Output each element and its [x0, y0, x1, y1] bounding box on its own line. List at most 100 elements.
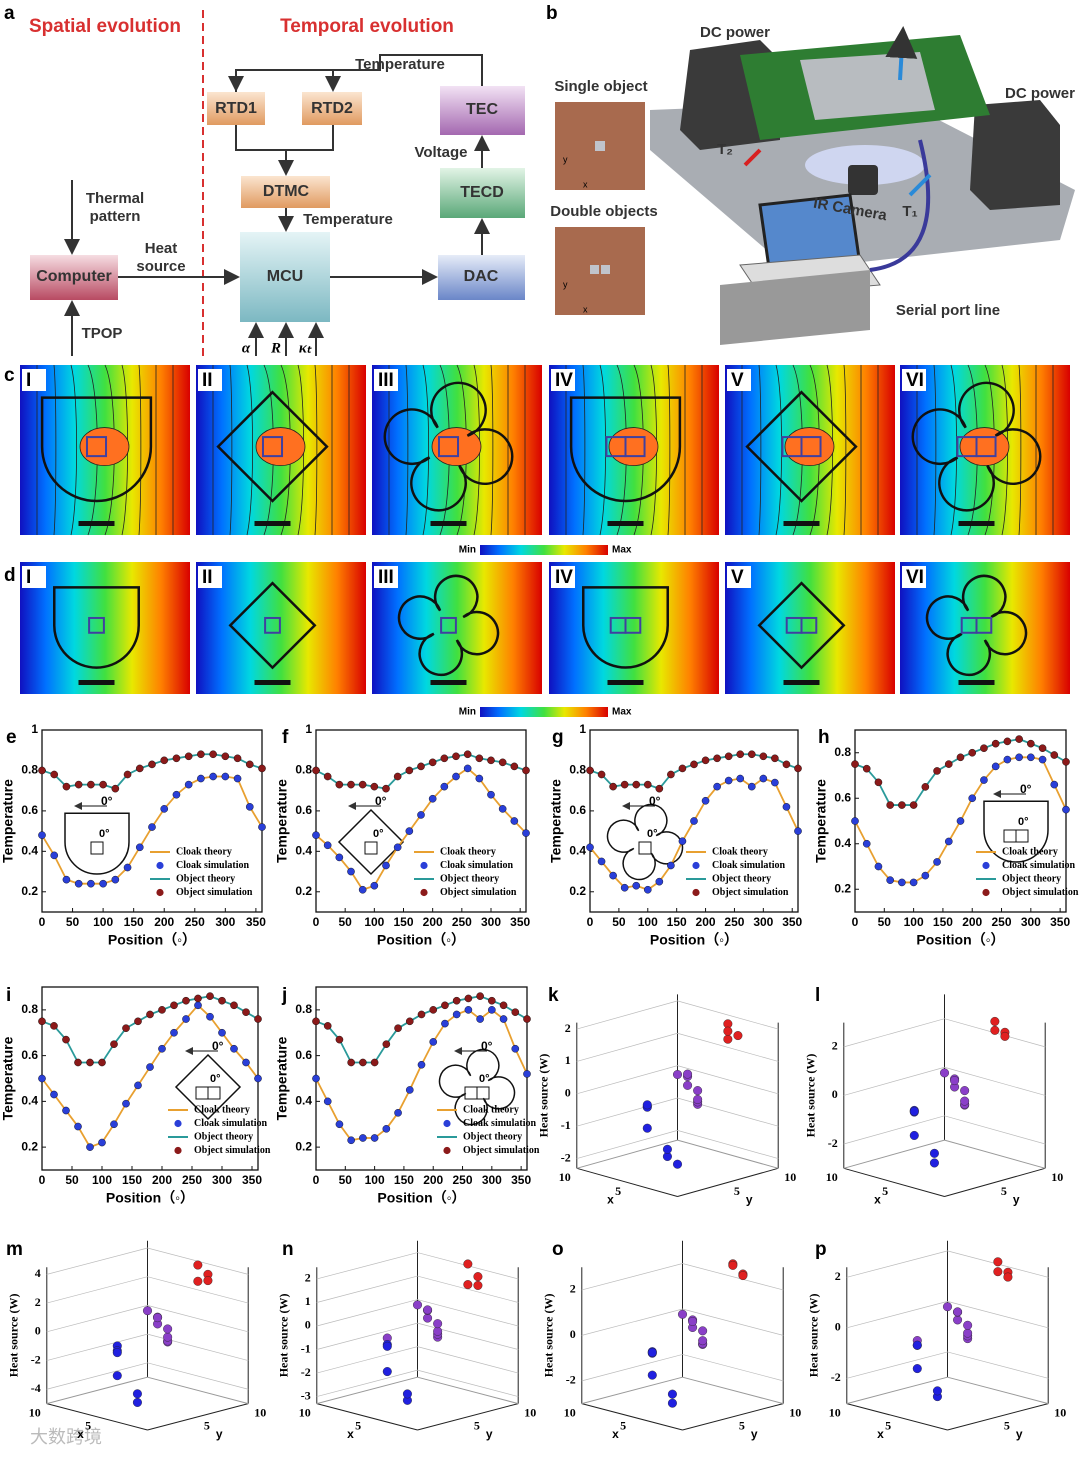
series-point	[956, 817, 965, 825]
label-bg	[198, 566, 222, 588]
point	[642, 1123, 652, 1133]
series-point	[1003, 755, 1012, 764]
colorbar	[480, 545, 608, 555]
series-point	[50, 1022, 58, 1030]
y-tick-label: 0.8	[834, 745, 851, 759]
series-point	[38, 831, 46, 839]
x-tick-label: 0	[313, 915, 320, 929]
point	[112, 1348, 122, 1358]
z-tick-label: 0	[835, 1320, 841, 1334]
edge-label: Thermal	[86, 190, 144, 207]
series-point	[452, 996, 461, 1005]
scale-bar	[783, 680, 820, 685]
point	[912, 1364, 922, 1374]
series-point	[86, 1058, 94, 1067]
scale-bar	[783, 521, 820, 526]
point	[683, 1080, 693, 1090]
series-point	[62, 782, 71, 791]
series-point	[218, 1028, 226, 1037]
point	[463, 1280, 473, 1290]
contour	[405, 364, 409, 536]
label: DC power	[700, 24, 770, 41]
series-point	[429, 1038, 438, 1046]
series-point	[620, 883, 629, 892]
panel-label: b	[546, 3, 558, 24]
x-tick-label: 250	[452, 915, 472, 929]
series-point	[254, 1074, 262, 1083]
label: T₂	[717, 141, 733, 158]
edge-label: pattern	[90, 208, 141, 225]
grid-line	[581, 1263, 784, 1291]
y-tick-label: 0.8	[21, 763, 38, 777]
point	[683, 1069, 693, 1079]
contour	[843, 364, 847, 536]
series-point	[1062, 805, 1070, 814]
y-tick-label: 0.6	[21, 1048, 38, 1062]
legend-swatch	[420, 888, 428, 897]
scale-bar	[958, 521, 995, 526]
node-box	[302, 92, 362, 125]
point	[1000, 1031, 1010, 1041]
point	[463, 1259, 473, 1269]
table	[720, 270, 870, 345]
panel-a: Spatial evolution Temporal evolution Com…	[29, 10, 525, 356]
series-point	[87, 780, 95, 789]
legend-label: Object theory	[176, 873, 235, 884]
series-point	[323, 1097, 332, 1106]
grid-line	[843, 1018, 1046, 1048]
series-point	[736, 750, 745, 759]
panel-label: o	[552, 1239, 564, 1260]
plot-frame	[589, 729, 799, 913]
series-point	[968, 748, 977, 757]
contour	[667, 364, 671, 536]
series-point	[921, 783, 930, 791]
x-tick-label: 200	[154, 915, 174, 929]
series-point	[182, 1015, 190, 1023]
edge-label: Temperature	[303, 211, 393, 228]
point	[953, 1315, 963, 1325]
series-point	[393, 772, 402, 781]
series-point	[38, 1074, 46, 1083]
series-point	[609, 782, 617, 791]
contour	[229, 364, 233, 536]
label: Double objects	[550, 203, 658, 220]
series-point	[382, 784, 390, 793]
series-point	[123, 863, 132, 872]
grid-line	[316, 1299, 519, 1327]
map-label: VI	[906, 567, 924, 588]
series-point	[99, 879, 107, 888]
map-label: II	[202, 567, 213, 588]
series-point	[123, 770, 132, 779]
y-axis-title: y	[746, 1193, 753, 1207]
x-tick-label: 300	[215, 915, 235, 929]
x-tick-label: 100	[364, 915, 384, 929]
box-edge	[846, 1403, 948, 1431]
panel-label: h	[818, 727, 830, 748]
series-point	[991, 762, 1000, 771]
y-tick-label: 0.6	[295, 1048, 312, 1062]
point	[402, 1389, 412, 1399]
map-label: I	[26, 370, 31, 391]
colorbar-label: Max	[612, 545, 632, 556]
inset: 0° 0°	[983, 782, 1049, 863]
legend-swatch	[174, 1146, 182, 1155]
series-point	[747, 750, 756, 759]
series-point	[146, 1010, 154, 1019]
y-tick-label: 0.2	[21, 884, 38, 898]
scale-bar	[430, 680, 467, 685]
series-point	[312, 831, 320, 839]
series-point	[851, 817, 859, 825]
param: α	[242, 340, 251, 356]
legend-label: Object theory	[463, 1131, 522, 1142]
series-point	[347, 867, 355, 876]
label-bg	[902, 369, 926, 391]
arrow	[743, 148, 762, 167]
z-axis-title: Heat source (W)	[537, 1054, 551, 1138]
label: T₁	[902, 203, 917, 220]
inset-label: 0°	[212, 1039, 224, 1053]
z-tick-label: -2	[301, 1365, 311, 1379]
y-axis-title: Temperature	[0, 779, 16, 863]
box-edge	[417, 1376, 519, 1405]
object-outline	[975, 616, 993, 634]
